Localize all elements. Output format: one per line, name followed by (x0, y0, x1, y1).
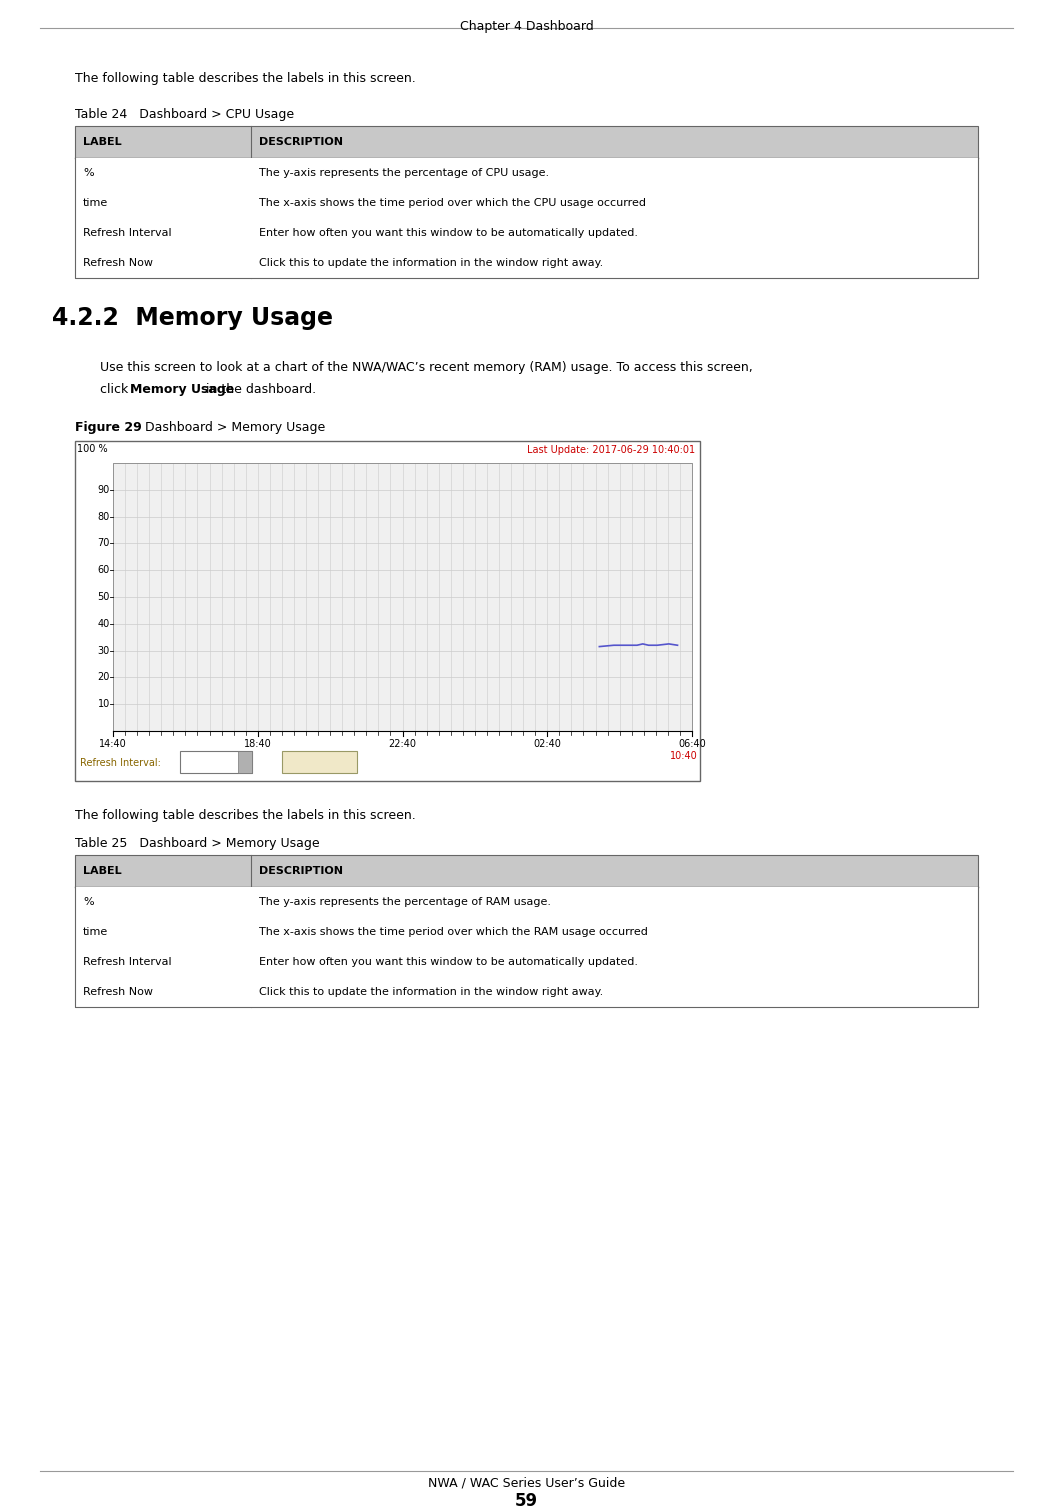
Text: LABEL: LABEL (83, 866, 122, 877)
Text: 50: 50 (98, 592, 110, 602)
Text: The following table describes the labels in this screen.: The following table describes the labels… (75, 72, 416, 85)
Text: time: time (83, 198, 108, 208)
Text: Last Update: 2017-06-29 10:40:01: Last Update: 2017-06-29 10:40:01 (526, 445, 695, 456)
Text: Refresh Now: Refresh Now (83, 258, 153, 269)
Text: Click this to update the information in the window right away.: Click this to update the information in … (259, 258, 603, 269)
Text: DESCRIPTION: DESCRIPTION (259, 137, 343, 146)
Bar (75, 217, 978, 247)
Text: The x-axis shows the time period over which the RAM usage occurred: The x-axis shows the time period over wh… (259, 927, 648, 937)
Text: 90: 90 (98, 484, 110, 495)
Text: 60: 60 (98, 566, 110, 575)
Bar (75, 856, 978, 1007)
Bar (75, 976, 978, 1007)
Text: 80: 80 (98, 512, 110, 522)
Text: 02:40: 02:40 (533, 739, 561, 748)
Text: Click this to update the information in the window right away.: Click this to update the information in … (259, 987, 603, 997)
Text: Table 25   Dashboard > Memory Usage: Table 25 Dashboard > Memory Usage (75, 837, 320, 850)
Text: 40: 40 (98, 619, 110, 629)
Text: Use this screen to look at a chart of the NWA/WAC’s recent memory (RAM) usage. T: Use this screen to look at a chart of th… (100, 361, 753, 374)
Text: Enter how often you want this window to be automatically updated.: Enter how often you want this window to … (259, 957, 638, 967)
Bar (113, 463, 692, 730)
Text: Memory Usage: Memory Usage (130, 383, 234, 395)
Text: Refresh Now: Refresh Now (286, 758, 352, 767)
Text: %: % (83, 167, 94, 178)
Text: Dashboard > Memory Usage: Dashboard > Memory Usage (133, 421, 325, 435)
Text: 18:40: 18:40 (244, 739, 272, 748)
Text: Enter how often you want this window to be automatically updated.: Enter how often you want this window to … (259, 228, 638, 238)
Text: time: time (83, 927, 108, 937)
Bar (75, 125, 978, 278)
Bar (75, 441, 700, 782)
Text: in the dashboard.: in the dashboard. (202, 383, 316, 395)
Text: Table 24   Dashboard > CPU Usage: Table 24 Dashboard > CPU Usage (75, 109, 294, 121)
Bar (75, 189, 978, 217)
Text: The x-axis shows the time period over which the CPU usage occurred: The x-axis shows the time period over wh… (259, 198, 647, 208)
Text: The y-axis represents the percentage of CPU usage.: The y-axis represents the percentage of … (259, 167, 550, 178)
Text: 06:40: 06:40 (678, 739, 706, 748)
Text: Refresh Interval:: Refresh Interval: (80, 758, 161, 768)
Bar (75, 917, 978, 948)
Bar (75, 158, 978, 189)
Bar (238, 751, 252, 773)
Text: 10: 10 (98, 699, 110, 709)
Bar (282, 751, 357, 773)
Text: ▼: ▼ (242, 759, 247, 765)
Text: 22:40: 22:40 (389, 739, 417, 748)
Text: LABEL: LABEL (83, 137, 122, 146)
Bar (75, 125, 978, 158)
Text: 10:40: 10:40 (671, 751, 698, 761)
Text: 59: 59 (515, 1492, 538, 1509)
Text: NWA / WAC Series User’s Guide: NWA / WAC Series User’s Guide (428, 1477, 625, 1489)
Bar (113, 463, 692, 730)
Text: Refresh Interval: Refresh Interval (83, 957, 172, 967)
Text: The following table describes the labels in this screen.: The following table describes the labels… (75, 809, 416, 822)
Text: Refresh Now: Refresh Now (83, 987, 153, 997)
Text: 4.2.2  Memory Usage: 4.2.2 Memory Usage (52, 306, 333, 330)
Text: 100 %: 100 % (77, 444, 107, 454)
Text: Chapter 4 Dashboard: Chapter 4 Dashboard (459, 20, 594, 33)
Text: Figure 29: Figure 29 (75, 421, 142, 435)
Bar (75, 247, 978, 278)
Text: 30: 30 (98, 646, 110, 655)
Text: %: % (83, 896, 94, 907)
Text: 70: 70 (98, 539, 110, 548)
Bar (75, 887, 978, 917)
Text: The y-axis represents the percentage of RAM usage.: The y-axis represents the percentage of … (259, 896, 551, 907)
Text: 14:40: 14:40 (99, 739, 126, 748)
Bar (75, 856, 978, 887)
Bar (180, 751, 252, 773)
Text: click: click (100, 383, 133, 395)
Bar (75, 948, 978, 976)
Text: 5 minutes: 5 minutes (184, 758, 230, 767)
Text: Refresh Interval: Refresh Interval (83, 228, 172, 238)
Text: DESCRIPTION: DESCRIPTION (259, 866, 343, 877)
Text: 20: 20 (98, 673, 110, 682)
